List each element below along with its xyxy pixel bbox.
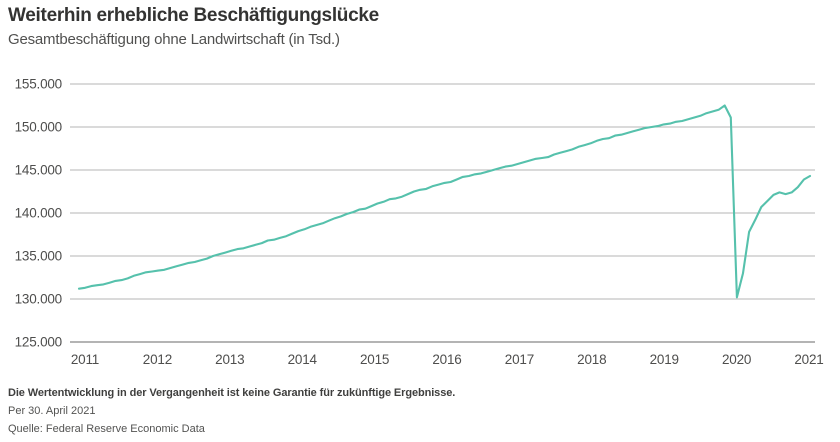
employment-line-series: [77, 104, 812, 299]
chart-footer: Die Wertentwicklung in der Vergangenheit…: [8, 387, 455, 436]
x-axis-tick-label: 2015: [360, 352, 389, 367]
y-axis-tick-label: 140.000: [15, 206, 62, 221]
x-axis-tick-label: 2019: [650, 352, 679, 367]
y-axis-tick-label: 150.000: [15, 120, 62, 135]
x-axis-tick-label: 2011: [71, 352, 99, 367]
y-axis-tick-label: 145.000: [15, 163, 62, 178]
chart-title: Weiterhin erhebliche Beschäftigungslücke: [8, 5, 379, 26]
x-axis-tick-label: 2013: [215, 352, 244, 367]
source-text: Quelle: Federal Reserve Economic Data: [8, 423, 205, 435]
x-axis-tick-label: 2021: [794, 352, 823, 367]
x-axis-tick-label: 2016: [432, 352, 461, 367]
chart-header: Weiterhin erhebliche Beschäftigungslücke…: [8, 4, 379, 49]
x-axis-tick-label: 2018: [577, 352, 606, 367]
y-axis-tick-label: 130.000: [15, 292, 62, 307]
y-axis-tick-label: 155.000: [15, 77, 62, 92]
x-axis-tick-label: 2017: [505, 352, 534, 367]
chart-subtitle: Gesamtbeschäftigung ohne Landwirtschaft …: [8, 31, 340, 48]
x-axis-tick-label: 2012: [143, 352, 172, 367]
y-axis-tick-label: 135.000: [15, 249, 62, 264]
employment-line-chart: 155.000 150.000 145.000 140.000 135.000 130.0…: [15, 77, 824, 368]
as-of-date: Per 30. April 2021: [8, 405, 96, 417]
x-axis-tick-label: 2014: [288, 352, 318, 367]
disclaimer-text: Die Wertentwicklung in der Vergangenheit…: [8, 387, 456, 399]
x-axis-tick-label: 2020: [722, 352, 751, 367]
y-axis-tick-label: 125.000: [15, 335, 62, 350]
